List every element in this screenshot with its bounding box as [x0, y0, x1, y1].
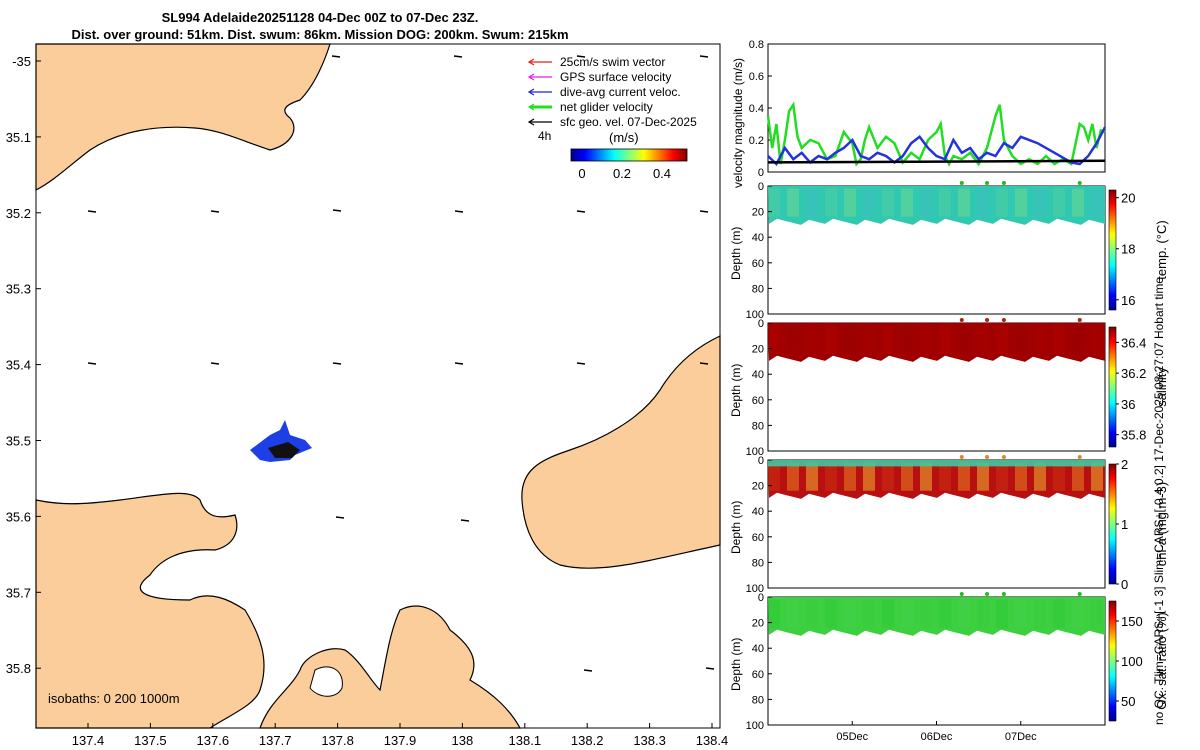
land-south-inlet	[309, 666, 343, 697]
map-y-tick-label: 35.1	[6, 130, 31, 145]
map-y-tick-label: 35.7	[6, 585, 31, 600]
geo-velocity-vector	[576, 55, 586, 58]
map-x-tick-label: 138.3	[633, 733, 666, 748]
geo-velocity-vector	[705, 667, 715, 670]
map-x-tick-label: 138	[452, 733, 474, 748]
time-scale-label: 4h	[538, 129, 551, 143]
map-x-tick-label: 137.6	[197, 733, 230, 748]
land-east	[521, 335, 721, 569]
geo-velocity-vector	[210, 362, 220, 365]
map-colorbar-label: (m/s)	[609, 130, 639, 145]
geo-velocity-vector	[576, 362, 586, 365]
land-masses	[35, 43, 721, 729]
map-y-axis: -35 35.1 35.2 35.3 35.4 35.5 35.6 35.7 35.8	[6, 54, 41, 676]
isobaths-label: isobaths: 0 200 1000m	[48, 691, 180, 706]
map-x-tick-label: 138.4	[696, 733, 729, 748]
map-frame	[35, 43, 721, 729]
map-x-tick-label: 137.9	[384, 733, 417, 748]
geo-velocity-vector	[699, 55, 709, 58]
geo-velocity-vector	[454, 210, 464, 213]
legend-entry: sfc geo. vel. 07-Dec-2025	[560, 115, 697, 129]
map-x-tick-label: 138.1	[509, 733, 542, 748]
map-y-tick-label: 35.3	[6, 282, 31, 297]
map-colorbar-tick-label: 0	[578, 166, 585, 181]
legend-arrowhead	[527, 58, 535, 66]
map-colorbar	[570, 148, 688, 162]
geo-velocity-vector	[210, 210, 220, 213]
map-x-tick-label: 137.5	[134, 733, 167, 748]
map-x-tick-label: 138.2	[571, 733, 604, 748]
geo-velocity-vector	[332, 362, 342, 365]
map-x-tick-label: 137.7	[259, 733, 292, 748]
sfc-geo-vectors	[87, 55, 715, 672]
map-y-tick-label: 35.6	[6, 509, 31, 524]
legend-entry: dive-avg current veloc.	[560, 85, 681, 99]
legend-arrowhead	[527, 88, 535, 96]
glider-track-cluster	[250, 420, 312, 462]
legend-arrowhead	[527, 118, 535, 126]
land-southwest	[35, 492, 265, 729]
land-south-peninsula	[259, 605, 522, 729]
glider-position-cluster	[268, 442, 300, 458]
geo-velocity-vector	[699, 210, 709, 213]
map-y-tick-label: -35	[12, 54, 31, 69]
map-y-tick-label: 35.4	[6, 358, 31, 373]
geo-velocity-vector	[576, 210, 586, 213]
legend-arrowhead	[527, 103, 535, 111]
legend-entry: GPS surface velocity	[560, 70, 671, 84]
side-label: no QC. Tlim=CARS+[-1 3] Slim=CARS+[-0.4 …	[1152, 277, 1166, 725]
geo-velocity-vector	[335, 516, 345, 519]
geo-velocity-vector	[454, 362, 464, 365]
land-northwest	[35, 43, 331, 191]
geo-velocity-vector	[331, 55, 341, 58]
geo-velocity-vector	[87, 210, 97, 213]
figure-title-line2: Dist. over ground: 51km. Dist. swum: 86k…	[71, 27, 569, 42]
map-colorbar-ticks: 0 0.2 0.4	[578, 166, 671, 181]
figure-title-line1: SL994 Adelaide20251128 04-Dec 00Z to 07-…	[161, 10, 479, 25]
geo-velocity-vector	[460, 519, 470, 522]
geo-velocity-vector	[699, 362, 709, 365]
geo-velocity-vector	[332, 209, 342, 212]
map-y-tick-label: 35.5	[6, 434, 31, 449]
map-x-tick-label: 137.4	[72, 733, 105, 748]
geo-velocity-vector	[453, 55, 463, 58]
geo-velocity-vector	[583, 669, 593, 672]
geo-velocity-vector	[87, 362, 97, 365]
legend-entry: net glider velocity	[560, 100, 653, 114]
legend-entry: 25cm/s swim vector	[560, 55, 665, 69]
map-y-tick-label: 35.2	[6, 206, 31, 221]
map-colorbar-tick-label: 0.4	[653, 166, 671, 181]
map-x-tick-label: 137.8	[321, 733, 354, 748]
legend-arrowhead	[527, 73, 535, 81]
map-colorbar-tick-label: 0.2	[613, 166, 631, 181]
map-y-tick-label: 35.8	[6, 661, 31, 676]
map-x-axis: 137.4 137.5 137.6 137.7 137.8 137.9 138 138.1 13…	[72, 723, 729, 748]
